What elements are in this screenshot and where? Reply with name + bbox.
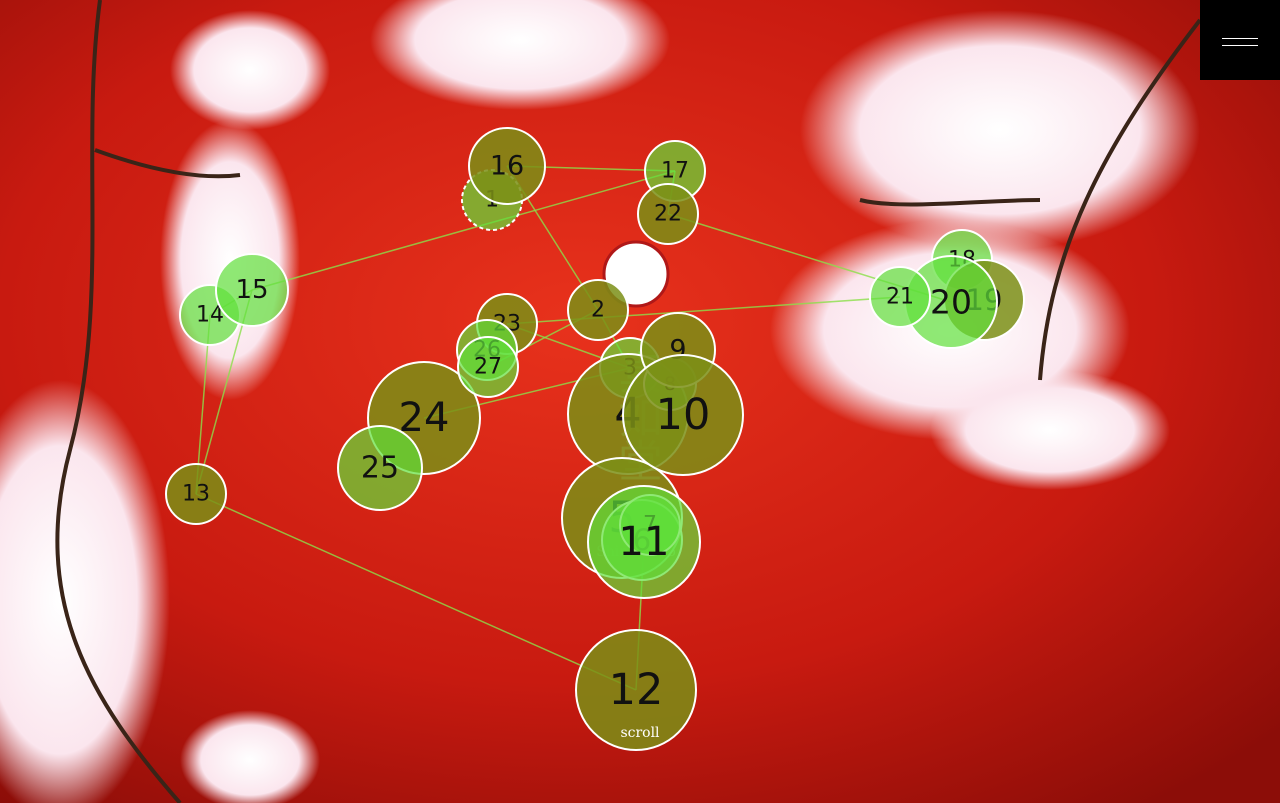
- marker-circle: [575, 629, 697, 751]
- marker-label: 16: [490, 151, 524, 182]
- element-marker: 16: [468, 127, 546, 205]
- marker-circle: [215, 253, 289, 327]
- marker-label: 10: [656, 390, 711, 440]
- link-line: [195, 493, 637, 691]
- marker-circle: [337, 425, 423, 511]
- marker-circle: [567, 279, 629, 341]
- marker-label: 17: [661, 159, 689, 184]
- marker-label: 15: [235, 275, 268, 305]
- marker-label: 20: [930, 283, 972, 322]
- marker-label: 22: [654, 202, 682, 227]
- element-marker: 15: [215, 253, 289, 327]
- circles: 1234567891011121314151617181920212223242…: [165, 127, 1025, 751]
- element-marker: 12: [575, 629, 697, 751]
- marker-label: 13: [182, 482, 210, 507]
- marker-label: 2: [591, 298, 605, 323]
- marker-circle: [165, 463, 227, 525]
- marker-circle: [869, 266, 931, 328]
- marker-label: 27: [474, 355, 502, 380]
- marker-circle: [637, 183, 699, 245]
- element-marker: 13: [165, 463, 227, 525]
- link-line: [251, 170, 676, 291]
- element-marker: 21: [869, 266, 931, 328]
- marker-circle: [587, 485, 701, 599]
- element-marker: 25: [337, 425, 423, 511]
- element-marker: 20: [904, 255, 998, 349]
- menu-button[interactable]: [1200, 0, 1280, 80]
- blossoms: [0, 0, 1200, 803]
- branches: [55, 0, 1202, 803]
- element-marker: 27: [457, 336, 519, 398]
- element-marker: 10: [622, 354, 744, 476]
- marker-label: 11: [619, 519, 670, 565]
- marker-circle: [622, 354, 744, 476]
- marker-label: 24: [399, 395, 450, 441]
- marker-label: 25: [361, 451, 399, 486]
- marker-label: 21: [886, 285, 914, 310]
- marker-circle: [457, 336, 519, 398]
- scroll-label[interactable]: scroll: [620, 725, 660, 741]
- element-marker: 11: [587, 485, 701, 599]
- marker-circle: [468, 127, 546, 205]
- element-marker: 2: [567, 279, 629, 341]
- marker-label: 12: [609, 665, 664, 715]
- element-marker: 22: [637, 183, 699, 245]
